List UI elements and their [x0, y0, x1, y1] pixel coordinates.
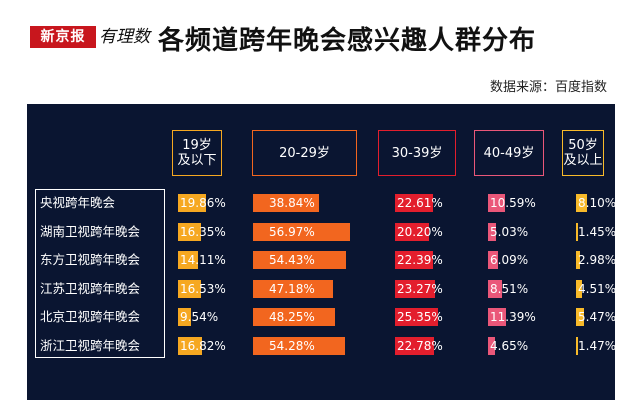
- value-label: 56.97%: [269, 224, 315, 239]
- value-label: 22.78%: [397, 338, 443, 353]
- bar: [178, 336, 202, 355]
- bar: [576, 194, 588, 212]
- bar: [178, 222, 201, 241]
- bar: [488, 194, 505, 212]
- value-label: 9.54%: [180, 310, 219, 324]
- bar: [253, 336, 346, 355]
- value-label: 6.09%: [490, 253, 529, 267]
- bar: [253, 308, 336, 326]
- channel-label: 浙江卫视跨年晚会: [40, 337, 141, 353]
- bar: [488, 222, 497, 241]
- bar: [253, 194, 320, 212]
- value-label: 8.51%: [490, 281, 529, 296]
- group-header-4: 40-49岁: [474, 130, 544, 176]
- channel-label: 央视跨年晚会: [40, 195, 116, 210]
- value-label: 5.03%: [490, 224, 529, 239]
- bar: [576, 336, 579, 355]
- bar: [178, 279, 202, 298]
- value-label: 1.45%: [578, 224, 617, 239]
- bar: [178, 308, 192, 326]
- value-label: 22.39%: [397, 253, 443, 267]
- channel-label: 北京卫视跨年晚会: [40, 309, 141, 324]
- value-label: 19.86%: [180, 196, 226, 210]
- data-source: 数据来源：百度指数: [489, 80, 607, 95]
- value-label: 23.27%: [397, 281, 443, 296]
- value-label: 8.10%: [578, 196, 617, 210]
- channel-label: 东方卫视跨年晚会: [40, 252, 141, 267]
- value-label: 11.39%: [490, 310, 536, 324]
- bar: [395, 308, 439, 326]
- channel-label-box: [35, 189, 165, 358]
- bar: [178, 251, 198, 269]
- value-label: 54.28%: [269, 338, 315, 353]
- value-label: 16.35%: [180, 224, 226, 239]
- value-label: 22.61%: [397, 196, 443, 210]
- bar: [576, 308, 584, 326]
- value-label: 48.25%: [269, 310, 315, 324]
- bar: [395, 336, 434, 355]
- value-label: 47.18%: [269, 281, 315, 296]
- value-label: 4.65%: [490, 338, 529, 353]
- value-label: 4.51%: [578, 281, 617, 296]
- bar: [488, 251, 498, 269]
- group-header-1: 19岁 及以下: [172, 130, 222, 176]
- value-label: 2.98%: [578, 253, 617, 267]
- group-header-3: 30-39岁: [378, 130, 456, 176]
- newspaper-logo: 新京报: [30, 26, 96, 48]
- bar: [576, 222, 579, 241]
- value-label: 14.11%: [180, 253, 226, 267]
- value-label: 16.53%: [180, 281, 226, 296]
- bar: [178, 194, 206, 212]
- value-label: 5.47%: [578, 310, 617, 324]
- value-label: 1.47%: [578, 338, 617, 353]
- bar: [395, 222, 430, 241]
- group-header-5: 50岁 及以上: [562, 130, 604, 176]
- value-label: 38.84%: [269, 196, 315, 210]
- value-label: 20.20%: [397, 224, 443, 239]
- bar: [576, 251, 581, 269]
- bar: [253, 279, 334, 298]
- group-header-2: 20-29岁: [252, 130, 357, 176]
- bar: [576, 279, 583, 298]
- bar: [395, 194, 434, 212]
- channel-label: 湖南卫视跨年晚会: [40, 223, 141, 239]
- value-label: 10.59%: [490, 196, 536, 210]
- value-label: 16.82%: [180, 338, 226, 353]
- column-logo: 有理数: [99, 27, 150, 47]
- value-label: 25.35%: [397, 310, 443, 324]
- bar: [488, 308, 507, 326]
- bar: [395, 279, 435, 298]
- bar: [395, 251, 434, 269]
- page-title: 各频道跨年晚会感兴趣人群分布: [158, 26, 537, 56]
- bar: [253, 222, 350, 241]
- bar: [253, 251, 346, 269]
- channel-label: 江苏卫视跨年晚会: [40, 280, 141, 296]
- bar: [488, 336, 496, 355]
- value-label: 54.43%: [269, 253, 315, 267]
- bar: [488, 279, 502, 298]
